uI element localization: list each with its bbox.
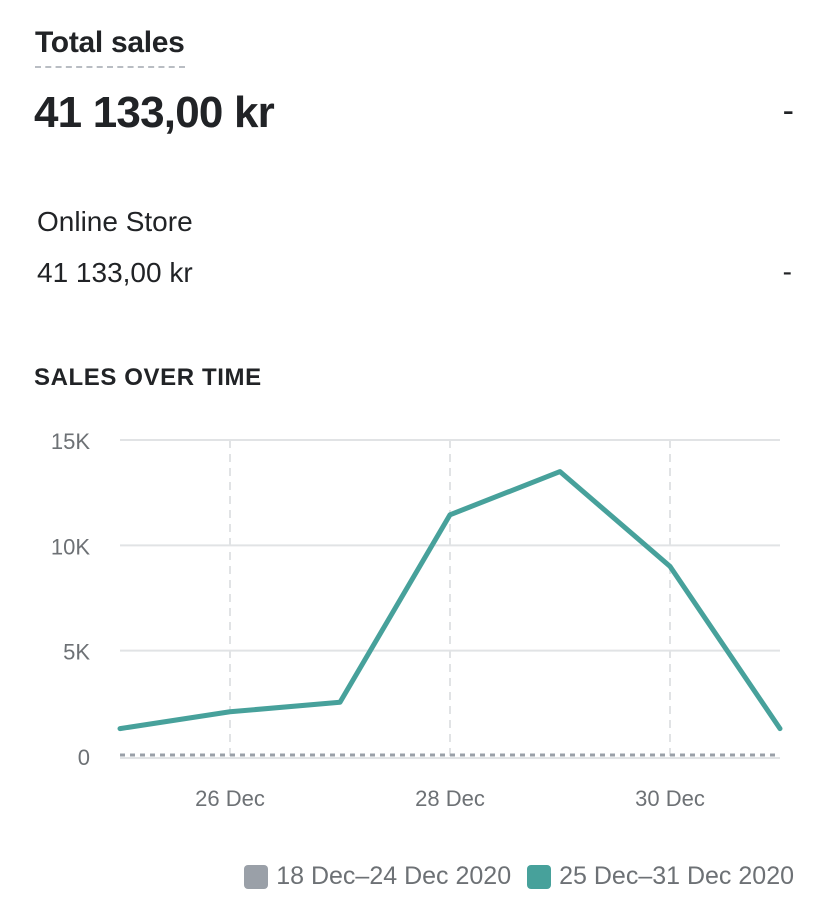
legend-label-previous: 18 Dec–24 Dec 2020 [276, 862, 512, 890]
x-tick-label: 28 Dec [415, 786, 485, 811]
channel-value: 41 133,00 kr [37, 257, 193, 288]
total-sales-value: 41 133,00 kr [34, 88, 275, 137]
total-sales-change: - [782, 92, 794, 130]
sales-over-time-chart: 0 5K 10K 15K 26 Dec 28 Dec 30 Dec [51, 429, 783, 811]
x-tick-label: 26 Dec [195, 786, 265, 811]
y-tick-label: 15K [51, 429, 90, 454]
section-title: SALES OVER TIME [34, 364, 262, 391]
channel-name: Online Store [37, 206, 193, 237]
card-title[interactable]: Total sales [35, 26, 185, 68]
y-tick-label: 5K [63, 640, 90, 665]
x-tick-label: 30 Dec [635, 786, 705, 811]
legend-label-current: 25 Dec–31 Dec 2020 [559, 862, 794, 890]
legend-item-previous[interactable]: 18 Dec–24 Dec 2020 [244, 862, 511, 891]
chart-legend: 18 Dec–24 Dec 2020 25 Dec–31 Dec 2020 [244, 862, 794, 891]
y-tick-label: 0 [78, 745, 90, 770]
channel-change: - [782, 256, 792, 287]
series-line-current [117, 469, 783, 732]
y-tick-label: 10K [51, 534, 90, 559]
legend-item-current[interactable]: 25 Dec–31 Dec 2020 [527, 862, 794, 891]
legend-swatch-previous [244, 864, 269, 889]
legend-swatch-current [527, 864, 552, 889]
